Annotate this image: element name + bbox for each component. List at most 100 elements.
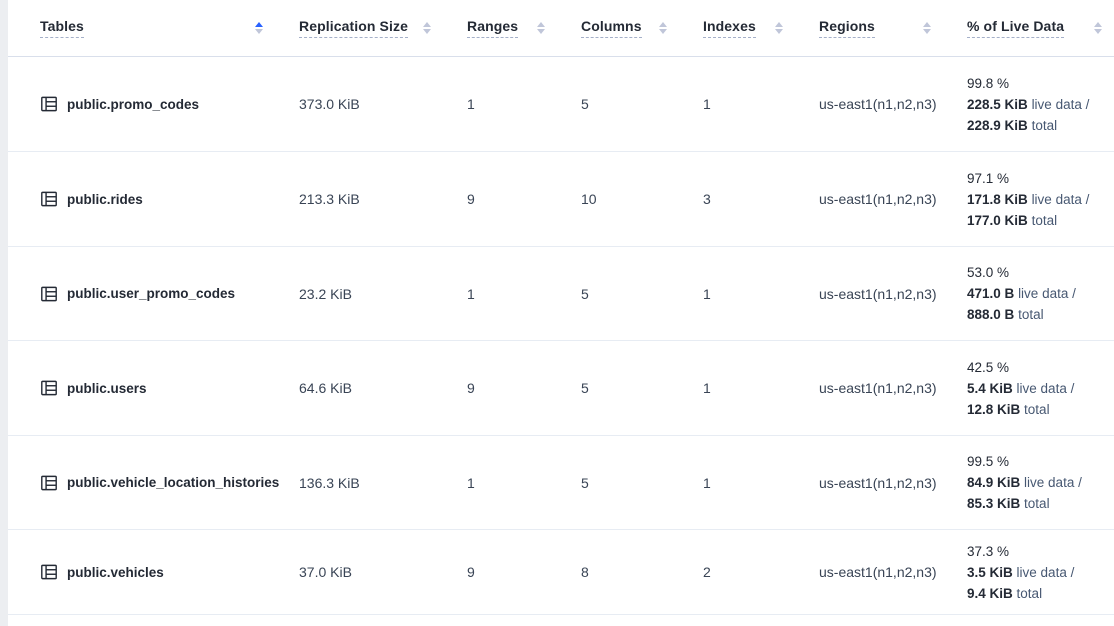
table-name-cell: public.promo_codes [8, 57, 299, 151]
table-row: public.vehicle_location_histories 136.3 … [8, 436, 1114, 530]
table-name-link[interactable]: public.rides [67, 191, 143, 207]
regions-cell: us-east1(n1,n2,n3) [819, 96, 937, 112]
table-name-cell: public.vehicle_location_histories [8, 436, 299, 529]
columns-cell: 10 [581, 191, 597, 207]
live-data-line: 84.9 KiB live data / [967, 472, 1082, 493]
live-data-cell: 37.3 % 3.5 KiB live data / 9.4 KiB total [967, 530, 1114, 614]
live-data-cell: 53.0 % 471.0 B live data / 888.0 B total [967, 247, 1114, 340]
sort-asc-arrow-icon [1094, 22, 1102, 27]
table-name-link[interactable]: public.users [67, 380, 147, 396]
sort-desc-arrow-icon [659, 29, 667, 34]
replication-size-cell: 23.2 KiB [299, 285, 352, 302]
table-icon [40, 379, 58, 397]
sort-arrows-icon[interactable] [923, 22, 931, 34]
total-data-size: 228.9 KiB [967, 117, 1028, 133]
live-data-suffix: live data / [1016, 564, 1075, 580]
live-data-size: 5.4 KiB [967, 380, 1013, 396]
total-data-suffix: total [1031, 212, 1058, 228]
sort-asc-arrow-icon [423, 22, 431, 27]
indexes-cell: 3 [703, 191, 711, 207]
column-header-ranges[interactable]: Ranges [467, 0, 581, 56]
sort-desc-arrow-icon [923, 29, 931, 34]
table-row: public.user_promo_codes 23.2 KiB 1 5 1 u… [8, 247, 1114, 341]
table-name-cell: public.vehicles [8, 530, 299, 614]
ranges-cell: 9 [467, 380, 475, 396]
regions-cell: us-east1(n1,n2,n3) [819, 380, 937, 396]
live-data-percent: 99.8 % [967, 75, 1010, 91]
total-data-line: 12.8 KiB total [967, 399, 1050, 420]
table-name-link[interactable]: public.vehicles [67, 564, 164, 580]
column-header-regions[interactable]: Regions [819, 0, 967, 56]
live-data-cell: 42.5 % 5.4 KiB live data / 12.8 KiB tota… [967, 341, 1114, 435]
live-data-percent: 53.0 % [967, 265, 1010, 280]
table-name-cell: public.rides [8, 152, 299, 246]
table-name-link[interactable]: public.promo_codes [67, 96, 200, 112]
table-icon [40, 190, 58, 208]
live-data-suffix: live data / [1024, 475, 1082, 490]
sort-asc-arrow-icon [537, 22, 545, 27]
regions-cell: us-east1(n1,n2,n3) [819, 474, 937, 491]
table-body: public.promo_codes 373.0 KiB 1 5 1 us-ea… [8, 57, 1114, 615]
sort-asc-arrow-icon [775, 22, 783, 27]
columns-cell: 5 [581, 96, 589, 112]
live-data-cell: 99.8 % 228.5 KiB live data / 228.9 KiB t… [967, 57, 1114, 151]
column-header-replication-size[interactable]: Replication Size [299, 0, 467, 56]
sort-arrows-icon[interactable] [775, 22, 783, 34]
live-data-line: 171.8 KiB live data / [967, 189, 1089, 210]
column-header-indexes[interactable]: Indexes [703, 0, 819, 56]
table-name-link[interactable]: public.user_promo_codes [67, 286, 236, 301]
live-data-cell: 99.5 % 84.9 KiB live data / 85.3 KiB tot… [967, 436, 1114, 529]
table-row: public.users 64.6 KiB 9 5 1 us-east1(n1,… [8, 341, 1114, 436]
sort-arrows-icon[interactable] [659, 22, 667, 34]
columns-cell: 5 [581, 380, 589, 396]
total-data-line: 228.9 KiB total [967, 115, 1057, 136]
sort-desc-arrow-icon [775, 29, 783, 34]
live-data-line: 228.5 KiB live data / [967, 94, 1089, 115]
live-data-percent: 37.3 % [967, 543, 1010, 559]
columns-cell: 8 [581, 564, 589, 580]
total-data-size: 12.8 KiB [967, 401, 1021, 417]
table-row: public.rides 213.3 KiB 9 10 3 us-east1(n… [8, 152, 1114, 247]
column-header-of-live-data[interactable]: % of Live Data [967, 0, 1114, 56]
column-header-columns[interactable]: Columns [581, 0, 703, 56]
live-data-percent: 97.1 % [967, 170, 1010, 186]
regions-cell: us-east1(n1,n2,n3) [819, 285, 937, 302]
sort-arrows-icon[interactable] [423, 22, 431, 34]
column-header-label: Tables [40, 18, 84, 38]
replication-size-cell: 64.6 KiB [299, 380, 352, 396]
sort-arrows-icon[interactable] [255, 22, 263, 34]
table-name-link[interactable]: public.vehicle_location_histories [67, 475, 280, 490]
total-data-size: 9.4 KiB [967, 585, 1013, 601]
column-header-label: Columns [581, 18, 642, 38]
table-icon [40, 563, 58, 581]
sort-asc-arrow-icon [659, 22, 667, 27]
table-row: public.promo_codes 373.0 KiB 1 5 1 us-ea… [8, 57, 1114, 152]
ranges-cell: 1 [467, 474, 475, 491]
sort-desc-arrow-icon [423, 29, 431, 34]
column-header-label: Ranges [467, 18, 519, 38]
table-icon [40, 95, 58, 113]
page-left-gutter [0, 0, 8, 626]
indexes-cell: 1 [703, 96, 711, 112]
table-icon [40, 474, 58, 492]
live-data-percent: 99.5 % [967, 454, 1010, 469]
live-data-size: 471.0 B [967, 286, 1015, 301]
live-data-size: 3.5 KiB [967, 564, 1013, 580]
sort-desc-arrow-icon [537, 29, 545, 34]
indexes-cell: 1 [703, 380, 711, 396]
sort-arrows-icon[interactable] [537, 22, 545, 34]
total-data-size: 177.0 KiB [967, 212, 1028, 228]
sort-asc-arrow-icon [923, 22, 931, 27]
live-data-suffix: live data / [1016, 380, 1075, 396]
live-data-line: 471.0 B live data / [967, 283, 1076, 304]
table-icon [40, 285, 58, 303]
ranges-cell: 1 [467, 285, 475, 302]
table-header-row: Tables Replication Size Ranges Columns I… [8, 0, 1114, 57]
indexes-cell: 2 [703, 564, 711, 580]
column-header-tables[interactable]: Tables [8, 0, 299, 56]
total-data-size: 85.3 KiB [967, 496, 1021, 511]
table-name-cell: public.user_promo_codes [8, 247, 299, 340]
live-data-size: 84.9 KiB [967, 475, 1021, 490]
live-data-cell: 97.1 % 171.8 KiB live data / 177.0 KiB t… [967, 152, 1114, 246]
sort-arrows-icon[interactable] [1094, 22, 1102, 34]
